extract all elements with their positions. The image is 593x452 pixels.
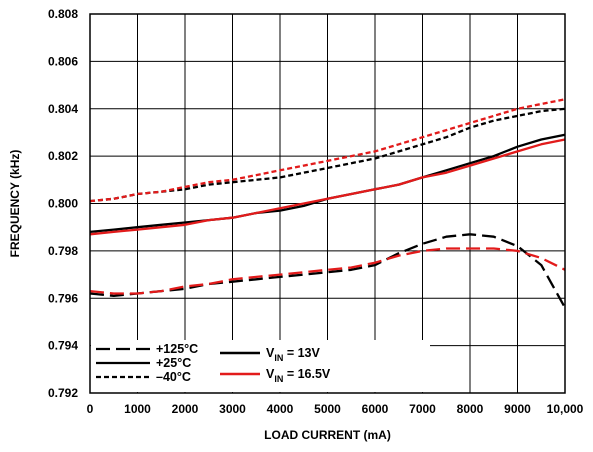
legend: +125°C+25°C–40°C VIN = 13V VIN = 16.5V (91, 340, 430, 392)
series-line-short-dash-red (89, 98, 566, 203)
legend-label-voltage: VIN = 16.5V (266, 367, 331, 384)
legend-label-voltage: VIN = 13V (266, 346, 320, 363)
grid-lines (90, 14, 565, 393)
x-tick-label: 1000 (124, 402, 151, 416)
y-tick-label: 0.798 (48, 244, 78, 258)
y-tick-label: 0.804 (48, 102, 78, 116)
legend-background-voltage (220, 340, 430, 392)
legend-label-temperature: +25°C (156, 356, 191, 370)
x-tick-label: 5000 (314, 402, 341, 416)
x-tick-label: 6000 (362, 402, 389, 416)
x-tick-label: 9000 (504, 402, 531, 416)
x-tick-label: 3000 (219, 402, 246, 416)
y-tick-label: 0.794 (48, 339, 78, 353)
x-axis-title: LOAD CURRENT (mA) (264, 428, 391, 442)
tick-labels: 0 1000 2000 3000 4000 5000 6000 7000 8000 9000 10,… (48, 7, 584, 416)
y-axis-title: FREQUENCY (kHz) (8, 150, 22, 258)
x-tick-label: 0 (87, 402, 94, 416)
plot-frame (89, 13, 566, 394)
y-tick-label: 0.796 (48, 291, 78, 305)
x-tick-label: 8000 (457, 402, 484, 416)
x-tick-label: 4000 (267, 402, 294, 416)
series-line-solid-red (89, 138, 566, 236)
x-tick-label: 7000 (409, 402, 436, 416)
y-tick-label: 0.806 (48, 54, 78, 68)
series-line-long-dash-black (89, 233, 567, 309)
series-lines (89, 98, 567, 309)
series-line-short-dash-black (89, 107, 566, 203)
legend-label-temperature: +125°C (156, 342, 198, 356)
y-tick-label: 0.800 (48, 197, 78, 211)
y-tick-label: 0.792 (48, 386, 78, 400)
legend-label-temperature: –40°C (156, 370, 191, 384)
y-tick-label: 0.808 (48, 7, 78, 21)
x-tick-label: 2000 (172, 402, 199, 416)
y-tick-label: 0.802 (48, 149, 78, 163)
x-tick-label: 10,000 (547, 402, 584, 416)
